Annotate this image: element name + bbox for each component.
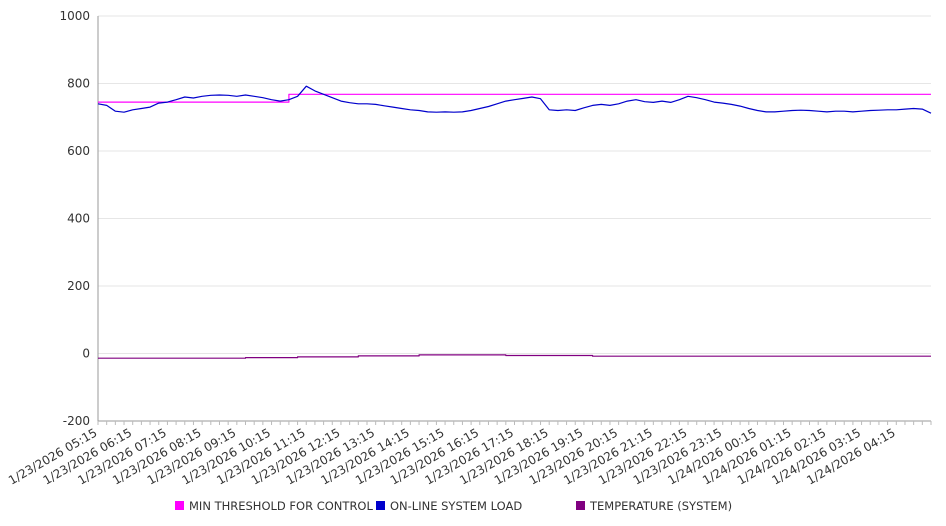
series-line-2 (98, 354, 931, 359)
series-line-0 (98, 93, 931, 103)
x-axis-tick-labels: 1/23/2026 05:151/23/2026 06:151/23/2026 … (6, 425, 898, 487)
legend-label: TEMPERATURE (SYSTEM) (589, 499, 732, 513)
y-tick-label: 400 (67, 212, 90, 226)
y-tick-label: 200 (67, 279, 90, 293)
y-tick-label: 800 (67, 77, 90, 91)
y-tick-label: 1000 (59, 9, 90, 23)
y-tick-label: 0 (82, 347, 90, 361)
y-tick-label: -200 (63, 414, 90, 428)
series-lines (97, 85, 932, 359)
y-tick-label: 600 (67, 144, 90, 158)
legend-swatch (376, 501, 385, 510)
legend-item[interactable]: ON-LINE SYSTEM LOAD (376, 499, 522, 513)
series-line-1 (97, 85, 932, 114)
legend-swatch (576, 501, 585, 510)
y-axis-tick-labels: 1000 800 600 400 200 0 -200 (59, 9, 90, 428)
legend-label: ON-LINE SYSTEM LOAD (390, 499, 522, 513)
gridlines (98, 15, 931, 422)
legend: MIN THRESHOLD FOR CONTROL ON-LINE SYSTEM … (175, 499, 732, 513)
axes (97, 16, 932, 425)
legend-label: MIN THRESHOLD FOR CONTROL (189, 499, 373, 513)
legend-swatch (175, 501, 184, 510)
legend-item[interactable]: MIN THRESHOLD FOR CONTROL (175, 499, 373, 513)
legend-item[interactable]: TEMPERATURE (SYSTEM) (576, 499, 732, 513)
